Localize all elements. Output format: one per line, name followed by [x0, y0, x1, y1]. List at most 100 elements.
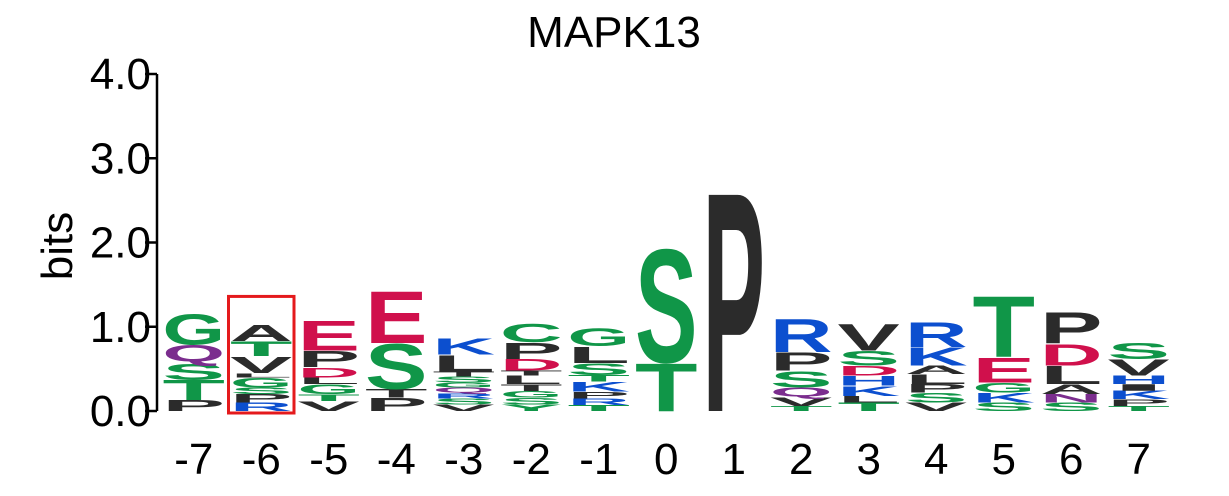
letter-S: S — [1040, 401, 1103, 414]
position-stack: TS — [635, 216, 697, 426]
y-axis-label: bits — [33, 212, 82, 280]
letter-S: S — [770, 366, 832, 392]
letter-A: A — [230, 320, 292, 346]
letter-E: E — [973, 351, 1036, 390]
letter-V: V — [770, 396, 832, 409]
letter-P: P — [298, 346, 360, 372]
letter-T: T — [568, 373, 630, 383]
letter-S: S — [365, 331, 428, 403]
letter-K: K — [973, 390, 1036, 406]
logo-stacks: PTSQGRPSGLVTAVTGLDPEPTSEVSRQGSTLKYSGTLTD… — [163, 128, 1171, 479]
letter-V: V — [433, 403, 495, 414]
letter-T: T — [500, 382, 562, 392]
letter-L: L — [433, 350, 495, 376]
letter-L: L — [1040, 360, 1102, 389]
highlight-box — [227, 294, 296, 415]
letter-L: L — [298, 376, 360, 386]
letter-L: L — [905, 371, 967, 387]
y-tick-label: 4.0 — [90, 50, 151, 99]
x-tick-label: 2 — [789, 435, 813, 484]
x-tick-label: 6 — [1059, 435, 1083, 484]
letter-R: R — [433, 392, 495, 400]
x-tick-label: 4 — [924, 435, 948, 484]
letter-V: V — [905, 401, 967, 414]
letter-P: P — [163, 397, 226, 414]
letter-Y: Y — [500, 403, 563, 413]
letter-D: D — [298, 365, 361, 381]
letter-T: T — [365, 387, 427, 400]
letter-H: H — [838, 373, 901, 389]
x-tick-label: -2 — [512, 435, 551, 484]
letter-I: I — [1108, 382, 1170, 393]
letter-P: P — [1040, 303, 1103, 353]
letter-T: T — [973, 279, 1035, 376]
letter-P: P — [905, 382, 968, 395]
letter-K: K — [433, 334, 496, 360]
letter-K: K — [1108, 389, 1171, 402]
letter-P: P — [703, 128, 765, 479]
letter-G: G — [973, 380, 1035, 396]
letter-P: P — [365, 394, 428, 415]
letter-Q: Q — [163, 340, 225, 366]
letter-L: L — [500, 374, 562, 387]
letter-E: E — [365, 276, 427, 358]
letter-C: C — [500, 318, 562, 347]
y-tick-label: 3.0 — [90, 134, 151, 183]
letter-S: S — [568, 360, 631, 378]
letter-V: V — [230, 352, 292, 378]
letter-Q: Q — [433, 386, 495, 394]
letter-G: G — [163, 305, 225, 354]
letter-T: T — [163, 374, 226, 406]
x-tick-label: -1 — [579, 435, 618, 484]
x-tick-label: 1 — [722, 435, 746, 484]
letter-L: L — [838, 394, 900, 404]
x-tick-label: -4 — [377, 435, 416, 484]
letter-S: S — [230, 386, 293, 396]
letter-K: K — [905, 342, 967, 371]
letter-S: S — [433, 375, 495, 384]
highlight-rect — [227, 294, 296, 415]
letter-T: T — [838, 400, 900, 413]
letter-G: G — [433, 381, 495, 389]
letter-P: P — [1108, 398, 1171, 408]
letter-S: S — [433, 397, 495, 406]
letter-R: R — [230, 401, 293, 414]
letter-L: L — [230, 372, 292, 379]
letter-S: S — [163, 359, 225, 385]
letter-T: T — [433, 370, 495, 378]
position-stack: P — [703, 128, 765, 479]
letter-R: R — [905, 315, 968, 355]
letter-N: N — [1040, 392, 1103, 405]
letter-T: T — [230, 337, 292, 361]
letter-S: S — [1108, 338, 1170, 364]
letter-S: S — [500, 396, 563, 406]
letter-S: S — [635, 216, 697, 397]
letter-P: P — [500, 338, 562, 364]
x-tick-label: -6 — [242, 435, 281, 484]
letter-R: R — [770, 309, 832, 362]
letter-S: S — [973, 401, 1036, 414]
letter-D: D — [1040, 338, 1103, 372]
x-tick-label: 0 — [654, 435, 678, 484]
letter-H: H — [1108, 374, 1171, 387]
letter-A: A — [905, 363, 968, 376]
x-tick-label: 3 — [857, 435, 881, 484]
y-axis: 0.0 1.0 2.0 3.0 4.0 — [90, 50, 159, 436]
letter-R: R — [568, 397, 630, 408]
letter-G: G — [298, 382, 360, 398]
x-tick-label: 5 — [992, 435, 1016, 484]
letter-V: V — [298, 399, 361, 415]
letter-L: L — [568, 342, 630, 368]
x-tick-label: -7 — [174, 435, 213, 484]
letter-K: K — [568, 379, 631, 395]
letter-E: E — [298, 312, 360, 359]
letter-T: T — [568, 404, 630, 413]
letter-P: P — [230, 392, 293, 405]
letter-V: V — [838, 317, 900, 359]
